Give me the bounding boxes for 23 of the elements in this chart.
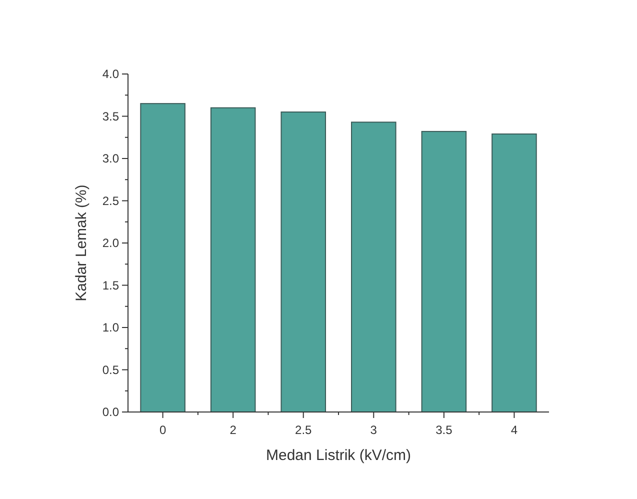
y-tick-label: 2.0: [102, 236, 120, 250]
bar: [210, 107, 256, 412]
x-tick-label: 4: [510, 423, 518, 437]
bar: [280, 112, 326, 412]
y-axis-title: Kadar Lemak (%): [73, 184, 90, 302]
y-tick-label: 4.0: [102, 67, 120, 82]
y-tick-label: 3.5: [102, 109, 120, 124]
x-tick-label: 3: [370, 423, 378, 437]
x-tick-label: 2: [230, 423, 237, 437]
y-tick-label: 2.5: [102, 194, 120, 208]
y-tick-label: 0.5: [102, 362, 120, 377]
y-tick-label: 0.0: [102, 405, 120, 420]
y-tick-label: 1.0: [102, 320, 120, 335]
y-tick-label: 1.5: [102, 278, 120, 292]
bar: [421, 130, 467, 412]
bar: [351, 122, 396, 412]
x-tick-label: 3.5: [436, 423, 453, 437]
x-tick-label: 0: [159, 423, 166, 437]
bar: [492, 133, 537, 412]
x-tick-label: 2.5: [295, 423, 312, 437]
y-tick-label: 3.0: [102, 152, 120, 166]
x-axis-title: Medan Listrik (kV/cm): [266, 447, 412, 464]
bar: [140, 103, 186, 412]
